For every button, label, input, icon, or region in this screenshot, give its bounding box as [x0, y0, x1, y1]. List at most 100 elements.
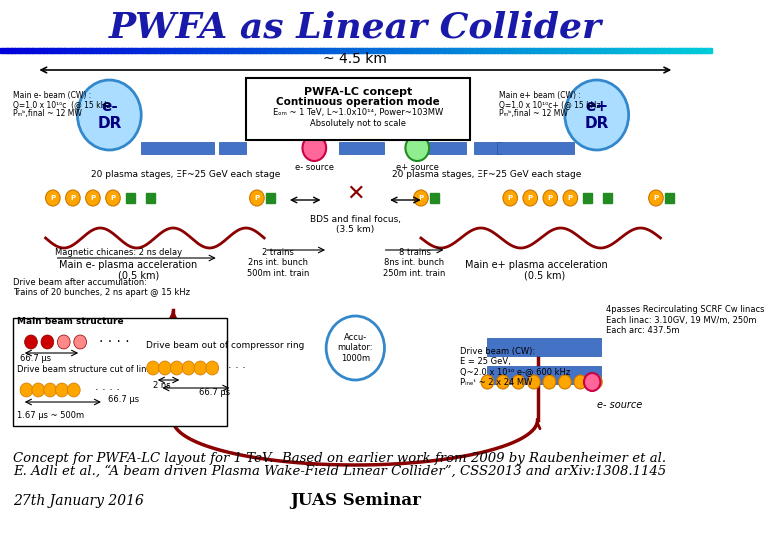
Text: BDS and final focus,
(3.5 km): BDS and final focus, (3.5 km) [310, 215, 401, 234]
Circle shape [67, 383, 80, 397]
Bar [46, 48, 51, 53]
Text: · · ·: · · · [228, 363, 246, 373]
Bar [11, 48, 15, 53]
Bar [14, 48, 19, 53]
Bar [188, 48, 193, 53]
Text: e+
DR: e+ DR [584, 99, 609, 131]
Bar [494, 48, 498, 53]
Circle shape [147, 361, 159, 375]
Bar [139, 48, 143, 53]
Text: e-
DR: e- DR [98, 99, 122, 131]
Bar [523, 48, 526, 53]
Bar [53, 48, 58, 53]
Circle shape [503, 190, 517, 206]
Bar [693, 48, 697, 53]
Circle shape [183, 361, 195, 375]
Bar [224, 48, 229, 53]
Bar [256, 48, 261, 53]
Bar [491, 48, 495, 53]
Bar [661, 48, 665, 53]
Bar [530, 48, 534, 53]
Bar [420, 48, 424, 53]
Bar [373, 48, 378, 53]
Text: Q=1.0 x 10¹⁰c+ (@ 15 kHz: Q=1.0 x 10¹⁰c+ (@ 15 kHz [499, 100, 601, 109]
Circle shape [45, 190, 60, 206]
Text: Absolutely not to scale: Absolutely not to scale [310, 119, 406, 128]
Bar [341, 48, 346, 53]
Bar [647, 48, 651, 53]
Circle shape [58, 335, 70, 349]
Bar [117, 48, 122, 53]
Text: · · · ·: · · · · [94, 385, 120, 395]
Bar [459, 48, 463, 53]
Bar [654, 48, 658, 53]
Circle shape [66, 190, 80, 206]
Bar [181, 48, 186, 53]
Bar [4, 48, 8, 53]
Bar [245, 48, 250, 53]
Bar [218, 142, 246, 154]
Bar [488, 366, 601, 384]
Bar [146, 48, 150, 53]
FancyBboxPatch shape [246, 78, 470, 140]
Circle shape [55, 383, 69, 397]
Text: 4passes Recirculating SCRF Cw linacs
Each linac: 3.10GV, 19 MV/m, 250m
Each arc:: 4passes Recirculating SCRF Cw linacs Eac… [606, 305, 764, 335]
Bar [462, 48, 466, 53]
Bar [89, 48, 94, 53]
Circle shape [584, 373, 601, 391]
Bar [7, 55, 704, 450]
Bar [665, 48, 669, 53]
Bar [92, 48, 97, 53]
Text: Concept for PWFA-LC layout for 1 TeV.  Based on earlier work from 2009 by Rauben: Concept for PWFA-LC layout for 1 TeV. Ba… [12, 452, 666, 465]
Bar [82, 48, 86, 53]
Circle shape [481, 375, 494, 389]
Bar [327, 48, 332, 53]
Text: P: P [508, 195, 512, 201]
Bar [437, 48, 441, 53]
Bar [324, 48, 328, 53]
Bar [498, 48, 502, 53]
Text: JUAS Seminar: JUAS Seminar [290, 492, 421, 509]
Text: 66.7 µs: 66.7 µs [108, 395, 140, 404]
Bar [526, 48, 530, 53]
Bar [64, 48, 69, 53]
Bar [114, 48, 118, 53]
Bar [141, 142, 214, 154]
Bar [569, 48, 573, 53]
Bar [484, 48, 488, 53]
Text: E. Adli et al., “A beam driven Plasma Wake-Field Linear Collider”, CSS2013 and a: E. Adli et al., “A beam driven Plasma Wa… [12, 465, 666, 478]
Circle shape [563, 190, 578, 206]
Circle shape [497, 375, 509, 389]
Bar [690, 48, 693, 53]
Bar [292, 48, 296, 53]
Bar [452, 48, 456, 53]
Circle shape [32, 383, 44, 397]
Bar [348, 48, 353, 53]
Bar [395, 48, 399, 53]
Bar [39, 48, 44, 53]
Text: Main e- plasma acceleration: Main e- plasma acceleration [59, 260, 197, 270]
Circle shape [194, 361, 207, 375]
Bar [640, 48, 644, 53]
Bar [604, 48, 608, 53]
Bar [608, 48, 612, 53]
Text: P: P [654, 195, 658, 201]
Bar [476, 48, 480, 53]
Text: Drive beam (CW):
E = 25 GeV,
Q~2.0 x 10¹⁰ e-@ 600 kHz
Pᵢₙₑᵗ ~ 2 x 24 MW: Drive beam (CW): E = 25 GeV, Q~2.0 x 10¹… [460, 347, 570, 387]
Bar [622, 48, 626, 53]
Text: P: P [70, 195, 76, 201]
Bar [60, 48, 65, 53]
Bar [217, 48, 222, 53]
Text: 27th January 2016: 27th January 2016 [12, 494, 144, 508]
Circle shape [303, 135, 326, 161]
Text: Drive beam after accumulation:
Trains of 20 bunches, 2 ns apart @ 15 kHz: Drive beam after accumulation: Trains of… [12, 278, 190, 297]
Bar [626, 48, 629, 53]
Text: (0.5 km): (0.5 km) [524, 271, 565, 281]
Bar [160, 48, 165, 53]
Circle shape [413, 190, 428, 206]
Text: PWFA as Linear Collider: PWFA as Linear Collider [109, 11, 602, 45]
Bar [672, 48, 676, 53]
Bar [391, 48, 395, 53]
Bar [427, 48, 431, 53]
Circle shape [527, 375, 541, 389]
